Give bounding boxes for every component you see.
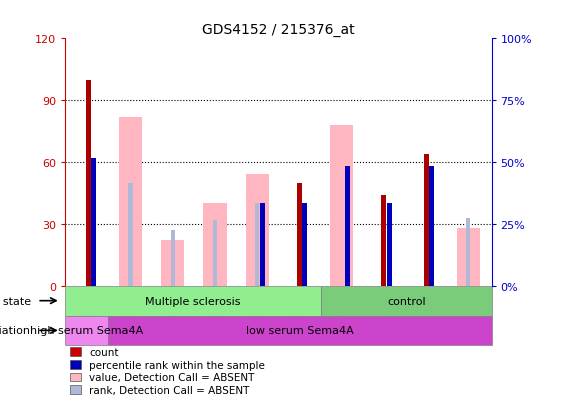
Bar [119, 117, 142, 286]
Legend: count, percentile rank within the sample, value, Detection Call = ABSENT, rank, : count, percentile rank within the sample… [70, 347, 265, 395]
Bar [203, 204, 227, 286]
Text: Multiple sclerosis: Multiple sclerosis [145, 296, 241, 306]
Bar [302, 204, 307, 286]
Text: genotype/variation: genotype/variation [0, 325, 31, 335]
Bar [297, 204, 302, 286]
Bar [171, 230, 175, 286]
Bar [330, 126, 353, 286]
Bar [297, 183, 302, 286]
Bar [255, 204, 259, 286]
Bar [429, 167, 434, 286]
Bar [246, 175, 269, 286]
Bar [128, 183, 133, 286]
Bar [91, 159, 96, 286]
Bar [86, 81, 91, 286]
Title: GDS4152 / 215376_at: GDS4152 / 215376_at [202, 23, 355, 37]
Bar [260, 204, 265, 286]
Text: control: control [387, 296, 425, 306]
Bar [457, 228, 480, 286]
Bar [65, 316, 107, 345]
Bar [424, 154, 429, 286]
Bar [161, 241, 184, 286]
Bar [321, 286, 492, 316]
Bar [65, 286, 321, 316]
Bar [345, 167, 350, 286]
Text: disease state: disease state [0, 296, 31, 306]
Bar [213, 220, 217, 286]
Text: low serum Sema4A: low serum Sema4A [246, 325, 354, 335]
Bar [387, 204, 392, 286]
Bar [381, 196, 386, 286]
Text: high serum Sema4A: high serum Sema4A [30, 325, 143, 335]
Bar [466, 218, 471, 286]
